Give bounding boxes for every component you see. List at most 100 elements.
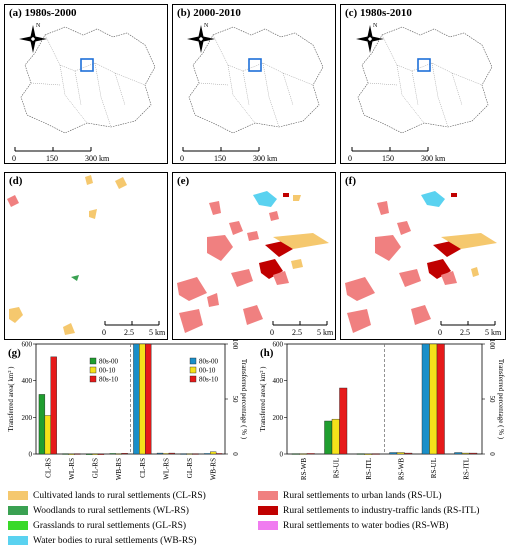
north-arrow: N bbox=[356, 23, 384, 53]
bar-00-10 bbox=[115, 453, 122, 455]
x-tick-label: WB-RS bbox=[210, 458, 218, 480]
bar-80s-00 bbox=[389, 452, 398, 455]
north-arrow: N bbox=[187, 23, 215, 53]
legend-swatch bbox=[89, 357, 97, 365]
scale-0: 0 bbox=[12, 154, 16, 163]
legend-label: 80s-00 bbox=[199, 358, 219, 366]
scale-0: 0 bbox=[180, 154, 184, 163]
y-tick-label: 0 bbox=[29, 451, 33, 459]
scale-0: 0 bbox=[102, 328, 106, 337]
y2-axis-label: Transferred percentage ( % ) bbox=[240, 359, 248, 440]
bar-80s-10 bbox=[436, 343, 445, 455]
svg-text:N: N bbox=[373, 23, 378, 29]
legend-swatch bbox=[8, 521, 28, 530]
x-tick-label: GL-RS bbox=[186, 458, 194, 478]
chart-h: (h) 0 200 400 600 0 50 100 Transferred area( km²… bbox=[259, 340, 505, 481]
scale-0: 0 bbox=[438, 328, 442, 337]
cl-rs-patch bbox=[89, 209, 97, 219]
bar-80s-10 bbox=[371, 453, 380, 455]
legend-label: Cultivated lands to rural settlements (C… bbox=[33, 490, 206, 501]
panel-label: (c) 1980s-2010 bbox=[345, 7, 412, 19]
y-tick-label: 600 bbox=[22, 341, 33, 349]
scale-mid: 2.5 bbox=[124, 328, 134, 337]
province-map: N bbox=[14, 23, 156, 152]
wl-rs-patch bbox=[71, 275, 79, 281]
legend-label: Grasslands to rural settlements (GL-RS) bbox=[33, 520, 187, 531]
bar-00-10 bbox=[91, 453, 99, 455]
bar-80s-00 bbox=[38, 394, 46, 455]
bar-00-10 bbox=[68, 453, 75, 455]
scale-mid: 2.5 bbox=[292, 328, 302, 337]
legend-swatch bbox=[189, 366, 197, 374]
x-tick-label: CL-RS bbox=[139, 458, 147, 478]
bar-80s-10 bbox=[339, 387, 348, 455]
legend-item-rs-ul: Rural settlements to urban lands (RS-UL) bbox=[258, 490, 442, 501]
y2-tick-label: 100 bbox=[488, 340, 496, 350]
y-axis-label: Transferred area( km² ) bbox=[7, 366, 15, 432]
legend-label: Rural settlements to water bodies (RS-WB… bbox=[283, 520, 449, 531]
scale-end: 300 km bbox=[253, 154, 278, 163]
x-tick-label: GL-RS bbox=[92, 458, 100, 478]
bar-80s-00 bbox=[204, 453, 211, 455]
bar-00-10 bbox=[162, 453, 170, 455]
map-panel-c: (c) 1980s-2010 N 0 150 300 km bbox=[340, 4, 506, 164]
zoomed-map bbox=[345, 191, 497, 333]
panel-label: (f) bbox=[345, 175, 356, 187]
legend-item-rs-itl: Rural settlements to industry-traffic la… bbox=[258, 505, 479, 516]
legend-label: 80s-10 bbox=[99, 376, 119, 384]
legend-swatch bbox=[189, 375, 197, 383]
scale-0: 0 bbox=[270, 328, 274, 337]
panel-label: (b) 2000-2010 bbox=[177, 7, 241, 19]
bar-80s-10 bbox=[404, 452, 413, 455]
bar-80s-10 bbox=[168, 452, 175, 455]
x-tick-label: CL-RS bbox=[44, 458, 52, 478]
x-tick-label: RS-ITL bbox=[365, 458, 373, 480]
bar-80s-10 bbox=[50, 356, 57, 455]
y-tick-label: 400 bbox=[273, 377, 284, 385]
legend-swatch bbox=[8, 506, 28, 515]
x-tick-label: RS-WB bbox=[397, 458, 405, 481]
bar-00-10 bbox=[429, 343, 438, 455]
province-map: N bbox=[182, 23, 324, 152]
legend-label: Woodlands to rural settlements (WL-RS) bbox=[33, 505, 189, 516]
y-axis-label: Transferred area( km² ) bbox=[259, 366, 267, 432]
legend-label: 80s-10 bbox=[199, 376, 219, 384]
legend-label: 00-10 bbox=[99, 367, 116, 375]
x-tick-label: WB-RS bbox=[115, 458, 123, 480]
bar-80s-10 bbox=[97, 453, 105, 455]
bar-80s-00 bbox=[454, 452, 463, 455]
y2-tick-label: 50 bbox=[231, 396, 239, 404]
bar-00-10 bbox=[461, 452, 470, 455]
y2-axis-label: Transferred percentage ( % ) bbox=[497, 359, 505, 440]
legend-swatch bbox=[8, 536, 28, 545]
map-panel-d: (d) 0 2.5 5 km bbox=[4, 172, 168, 340]
bar-00-10 bbox=[396, 452, 405, 455]
cl-rs-patch bbox=[115, 177, 127, 189]
y-tick-label: 400 bbox=[22, 377, 33, 385]
legend-swatch bbox=[258, 491, 278, 500]
legend-item-cl-rs: Cultivated lands to rural settlements (C… bbox=[8, 490, 206, 501]
bar-00-10 bbox=[299, 453, 308, 455]
x-tick-label: WL-RS bbox=[68, 458, 76, 480]
scale-mid: 150 bbox=[214, 154, 226, 163]
map-panel-f: (f) 0 2.5 5 km bbox=[340, 172, 506, 340]
legend-swatch bbox=[8, 491, 28, 500]
scale-end: 300 km bbox=[421, 154, 446, 163]
y-tick-label: 200 bbox=[22, 414, 33, 422]
bar-80s-00 bbox=[86, 453, 93, 455]
legend-swatch bbox=[89, 366, 97, 374]
bar-80s-00 bbox=[291, 453, 300, 455]
legend-label: Rural settlements to industry-traffic la… bbox=[283, 505, 480, 516]
legend-swatch bbox=[89, 375, 97, 383]
legend-label: Water bodies to rural settlements (WB-RS… bbox=[33, 535, 197, 546]
cl-rs-patch bbox=[9, 307, 23, 323]
zoomed-map bbox=[177, 191, 329, 333]
legend-swatch bbox=[189, 357, 197, 365]
y2-tick-label: 0 bbox=[231, 452, 239, 456]
bar-00-10 bbox=[331, 418, 340, 455]
scale-mid: 150 bbox=[382, 154, 394, 163]
panel-label: (e) bbox=[177, 175, 190, 187]
map-panel-b: (b) 2000-2010 N 0 150 300 km bbox=[172, 4, 336, 164]
bar-00-10 bbox=[210, 451, 217, 455]
bar-80s-00 bbox=[421, 343, 430, 455]
